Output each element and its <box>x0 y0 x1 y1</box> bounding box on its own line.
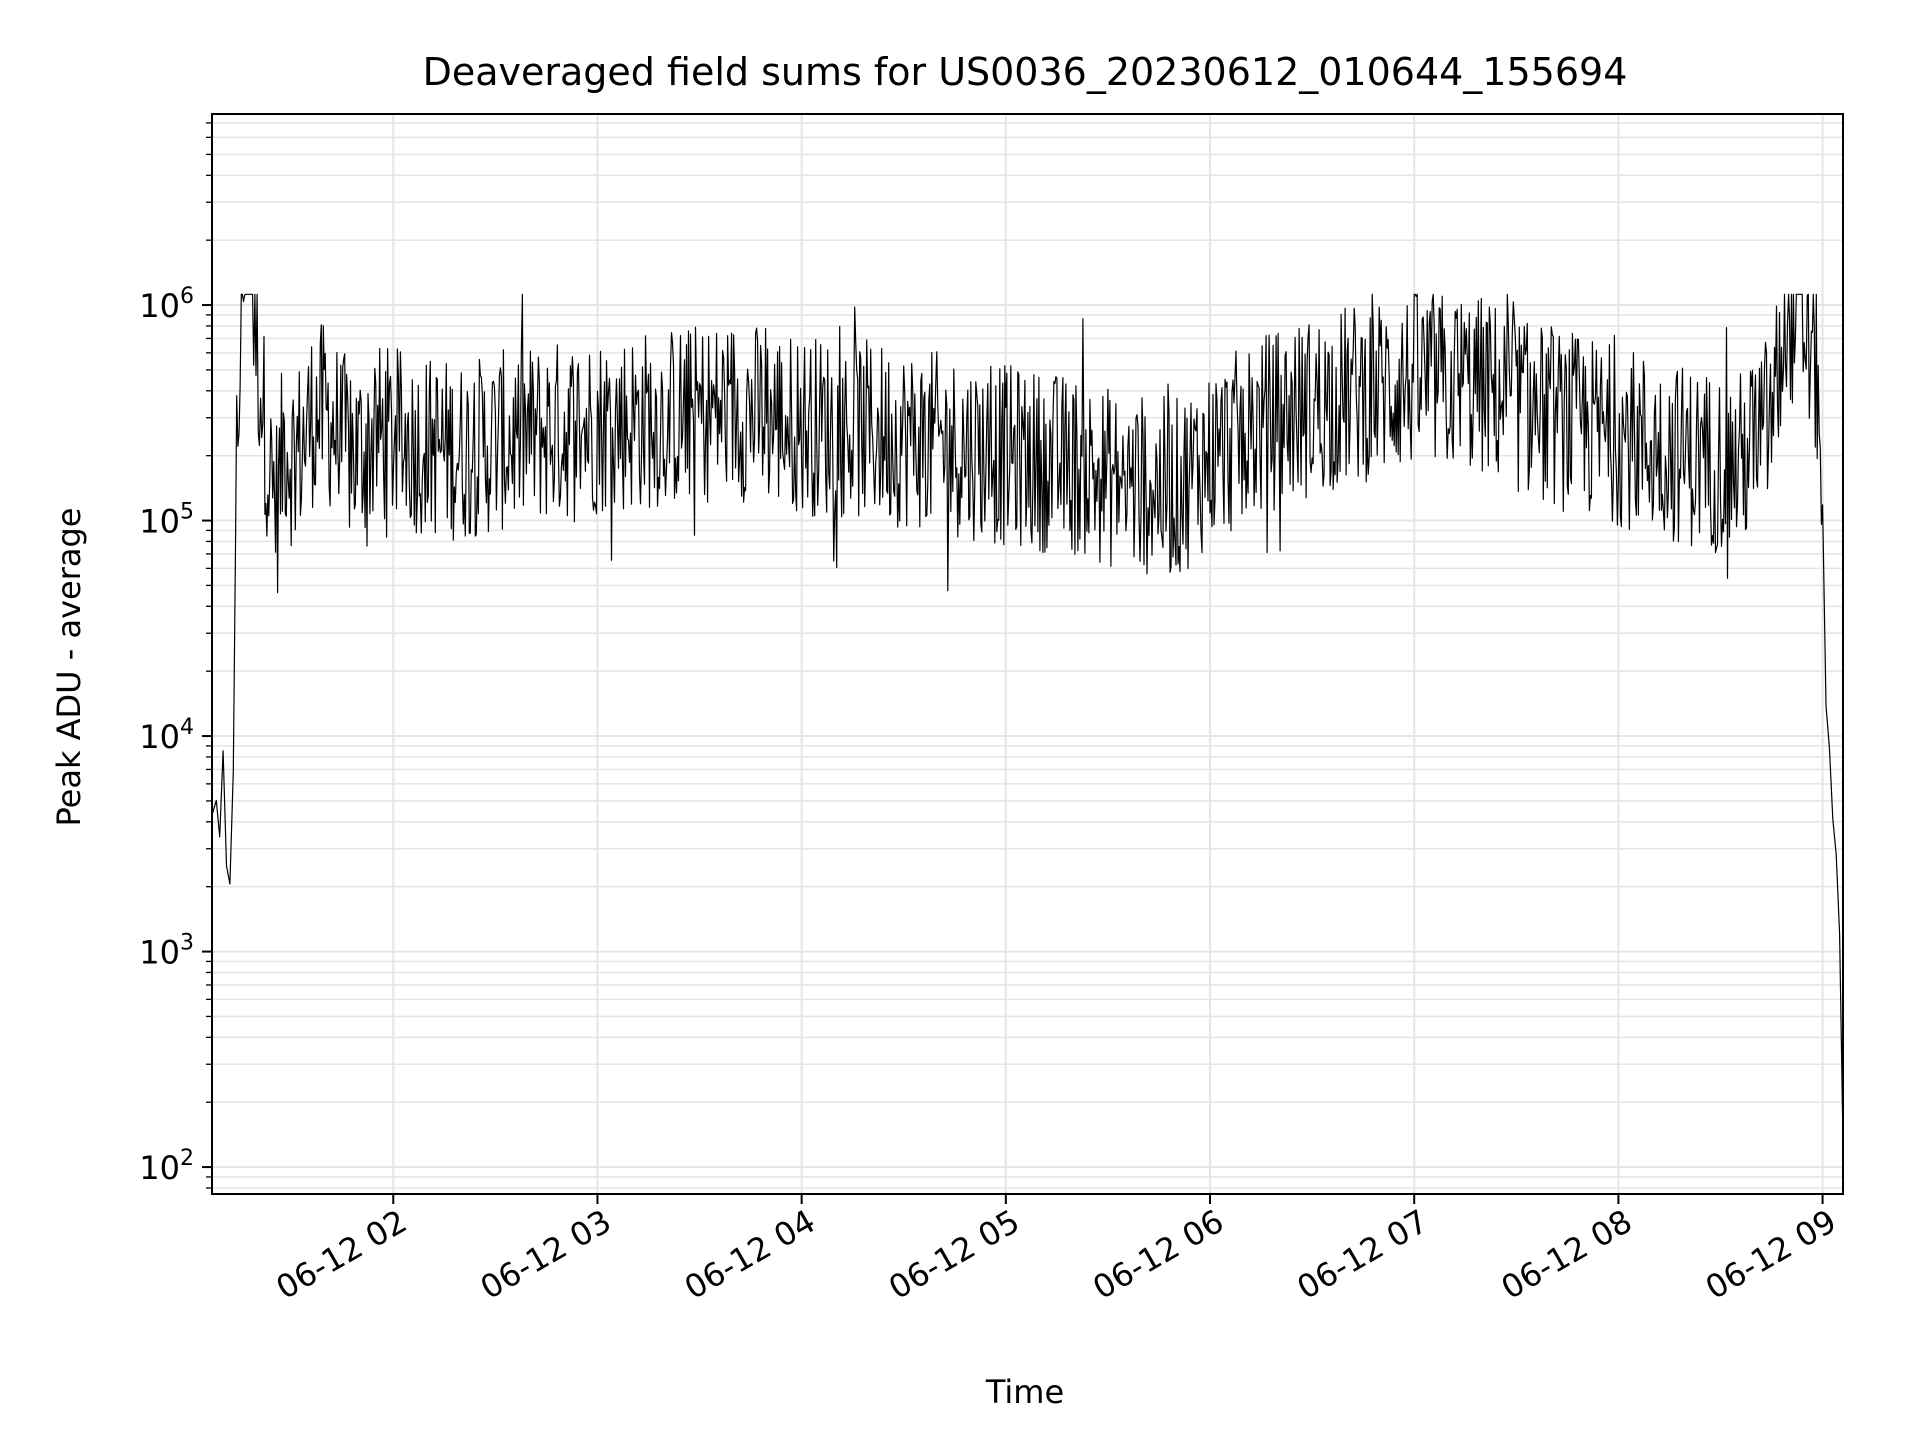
x-tick-label: 06-12 05 <box>882 1202 1026 1307</box>
x-tick-label: 06-12 04 <box>678 1202 822 1307</box>
series-group <box>211 293 1844 1143</box>
chart-title: Deaveraged field sums for US0036_2023061… <box>423 50 1628 94</box>
y-tick-label: 105 <box>139 500 194 541</box>
x-axis-ticks: 06-12 02 06-12 03 06-12 04 06-12 05 06-12 06… <box>270 1194 1843 1307</box>
x-tick-label: 06-12 07 <box>1291 1202 1435 1307</box>
series-line <box>211 293 1844 1143</box>
x-tick-label: 06-12 06 <box>1086 1202 1230 1307</box>
plot-frame <box>211 113 1844 1195</box>
grid-lines <box>212 114 1843 1194</box>
y-tick-label: 103 <box>139 931 194 972</box>
y-axis-label: Peak ADU - average <box>50 508 88 827</box>
y-tick-label: 102 <box>139 1146 194 1187</box>
x-tick-label: 06-12 02 <box>270 1202 414 1307</box>
x-axis-label: Time <box>985 1373 1064 1411</box>
y-axis-ticks: 102 103 104 105 106 <box>139 122 212 1189</box>
y-tick-label: 104 <box>139 715 194 756</box>
y-tick-label: 106 <box>139 284 194 325</box>
x-tick-label: 06-12 09 <box>1699 1202 1843 1307</box>
x-tick-label: 06-12 03 <box>474 1202 618 1307</box>
x-tick-label: 06-12 08 <box>1495 1202 1639 1307</box>
